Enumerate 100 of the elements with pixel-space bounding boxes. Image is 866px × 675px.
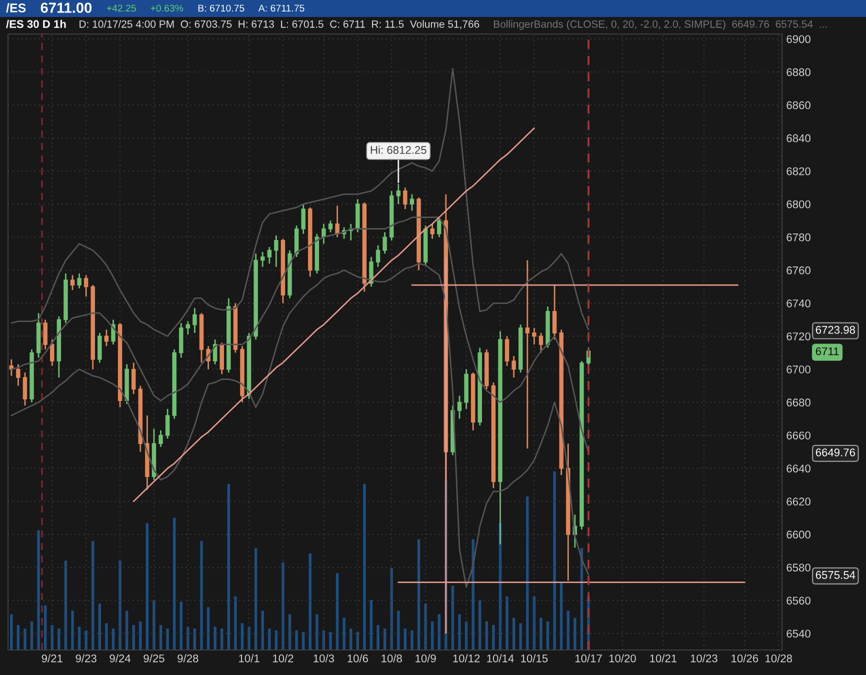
candlestick [457,394,462,420]
candlestick [403,186,408,210]
x-tick-label: 10/9 [416,654,436,662]
bar [451,586,454,650]
candlestick [538,332,544,354]
bar [118,560,122,650]
candlestick [267,246,272,264]
bar [282,562,284,650]
x-tick-label: 10/2 [273,654,294,662]
y-tick-label: 6800 [786,200,810,208]
y-tick-label: 6580 [786,564,810,572]
bar [92,541,94,650]
x-tick-label: 10/14 [487,654,514,662]
bar [336,573,339,650]
bar [24,628,26,650]
y-tick-label: 6820 [786,167,810,176]
candlestick [16,364,20,386]
bar [560,582,563,650]
y-tick-label: 6560 [786,596,810,605]
bar [370,600,373,650]
candlestick [98,332,102,364]
bar [112,628,115,650]
bar [240,623,244,650]
bar [526,496,529,650]
text: B: 6710.75 [198,4,244,12]
bar [261,610,264,650]
bar [512,618,516,650]
candlestick [437,216,442,238]
bar [71,610,74,650]
y-tick-label: 6840 [786,134,810,142]
bar [200,541,203,650]
text: +0.63% [150,4,184,12]
candlestick [104,328,109,347]
text: BollingerBands (CLOSE, 0, 20, -2.0, 2.0, SIMPLE) 6649.76 6575.54 ... [494,20,827,30]
bar [152,600,156,650]
bar [492,624,495,650]
bar [342,618,346,650]
x-tick-label: 10/3 [314,654,334,662]
candlestick [410,194,414,212]
bar [288,614,292,650]
candlestick [158,430,163,448]
y2-tick-label: 6711 [816,347,839,356]
bar [206,607,210,650]
bar [186,626,190,650]
x-tick-label: 10/21 [650,654,677,662]
x-tick-label: 10/1 [239,654,260,662]
candlestick [77,272,82,290]
bar [227,484,230,650]
y-tick-label: 6700 [786,366,810,374]
y-tick-label: 6540 [786,630,810,638]
candlestick [430,223,434,240]
line-series [132,127,535,502]
line-series [10,262,590,588]
candlestick [532,327,536,346]
candlestick [192,307,197,334]
text: +42.25 [106,4,136,12]
chart-subtitle: D: 10/17/25 4:00 PM O: 6703.75 H: 6713 L: 6701.5 C: 6711 R: 11.5 Volume 51,766 [80,20,480,30]
candlestick [552,284,557,340]
y2-tick-label: 6723.98 [816,326,856,334]
y2-tick-label: 6575.54 [816,571,856,579]
x-tick-label: 10/17 [575,654,602,662]
y-tick-label: 6620 [786,498,810,506]
bar [37,530,40,650]
bar [139,621,142,650]
candlestick [382,231,387,254]
chart-title: /ES 30 D 1h [6,20,66,28]
candlestick [504,336,510,367]
x-tick-label: 10/23 [690,654,718,662]
y-tick-label: 6760 [786,266,810,274]
x-tick-label: 9/21 [42,654,62,662]
y-tick-label: 6900 [786,35,810,44]
bar [397,610,400,650]
candlestick [70,274,75,291]
bar [566,610,570,650]
bar [254,548,258,650]
bar [98,604,102,650]
bar [268,628,271,650]
bar [180,602,182,650]
bar [363,484,366,650]
candlestick [165,408,170,440]
y-tick-label: 6740 [786,299,810,308]
line-series [10,216,590,453]
y-tick-label: 6600 [786,530,810,539]
bar [383,628,386,650]
bar [166,628,169,650]
bar [472,539,474,650]
bar [10,614,13,650]
candlestick [131,362,136,395]
x-tick-label: 9/28 [178,654,198,662]
candlestick [512,355,516,378]
y-tick-label: 6680 [786,398,810,406]
text: 6711.00 [40,2,92,13]
x-tick-label: 9/23 [76,654,96,662]
candlestick [328,220,333,233]
bar [316,614,318,650]
bar [125,610,128,650]
y-tick-label: 6880 [786,68,810,76]
candlestick [335,205,340,238]
bar [540,618,542,650]
x-tick-label: 10/20 [609,654,636,662]
